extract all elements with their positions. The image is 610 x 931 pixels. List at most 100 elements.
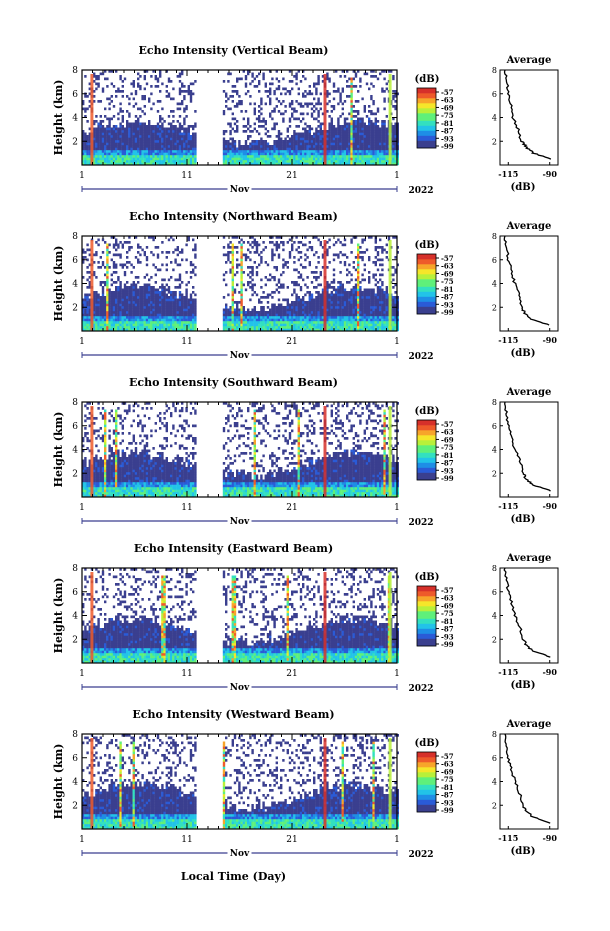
echo-streak [388,738,392,829]
colorbar-swatch [417,797,436,800]
colorbar-swatch [417,294,436,297]
colorbar-swatch [417,445,436,448]
avg-y-tick-label: 4 [492,114,497,123]
x-tick-label: 11 [181,171,192,181]
colorbar-swatch [417,784,436,788]
colorbar-tick-label: -87 [441,459,454,468]
colorbar-swatch [417,807,436,810]
colorbar-swatch [417,764,436,768]
colorbar-tick-label: -57 [441,752,454,761]
colorbar-swatch [417,143,436,146]
colorbar-swatch [417,450,436,453]
colorbar-swatch [417,628,436,632]
x-tick-label: 1 [394,503,400,513]
heatmap [82,70,399,166]
colorbar-unit: (dB) [415,572,440,583]
colorbar-swatch [417,140,436,144]
colorbar-swatch [417,128,436,131]
avg-y-tick-label: 8 [492,398,497,407]
y-axis-label: Height (km) [52,744,65,820]
colorbar-swatch [417,120,436,124]
avg-y-tick-label: 8 [492,730,497,739]
colorbar-tick-label: -93 [441,798,454,807]
colorbar-swatch [417,777,436,780]
colorbar-swatch [417,596,436,599]
panel-title: Echo Intensity (Northward Beam) [129,210,338,223]
x-tick-label: 1 [79,171,85,181]
colorbar-swatch [417,259,436,262]
colorbar-swatch [417,145,436,149]
colorbar-swatch [417,779,436,783]
colorbar-swatch [417,93,436,96]
avg-y-tick-label: 8 [492,66,497,75]
month-label: Nov [230,517,250,527]
colorbar-swatch [417,611,436,614]
month-label: Nov [230,185,250,195]
y-tick-label: 6 [72,256,78,266]
colorbar-unit: (dB) [415,738,440,749]
panel-4: Echo Intensity (Westward Beam) 2 4 6 8 Height… [52,708,559,860]
colorbar-swatch [417,472,436,476]
colorbar-swatch [417,256,436,260]
colorbar-tick-label: -63 [441,96,454,105]
avg-profile-line [503,69,552,160]
avg-y-tick-label: 8 [492,564,497,573]
colorbar-unit: (dB) [415,74,440,85]
x-tick-label: 1 [79,503,85,513]
y-axis-label: Height (km) [52,578,65,654]
colorbar-tick-label: -93 [441,466,454,475]
colorbar-swatch [417,90,436,94]
colorbar-swatch [417,304,436,307]
colorbar-swatch [417,306,436,310]
avg-y-tick-label: 4 [492,446,497,455]
x-tick-label: 21 [286,669,297,679]
avg-y-tick-label: 2 [492,469,497,478]
avg-frame [499,401,559,498]
colorbar-swatch [417,299,436,302]
colorbar-swatch [417,759,436,763]
avg-x-tick-label: -90 [542,501,557,511]
colorbar-swatch [417,125,436,129]
colorbar-tick-label: -57 [441,254,454,263]
avg-title: Average [506,55,552,66]
avg-profile-line [504,401,551,492]
colorbar-swatch [417,95,436,99]
colorbar-tick-label: -75 [441,775,454,784]
colorbar-swatch [417,309,436,312]
y-tick-label: 8 [72,66,78,76]
colorbar-tick-label: -57 [441,420,454,429]
colorbar-swatch [417,621,436,624]
colorbar-swatch [417,787,436,790]
colorbar-swatch [417,430,436,433]
colorbar-swatch [417,286,436,290]
colorbar-tick-label: -63 [441,594,454,603]
colorbar-swatch [417,606,436,609]
colorbar-swatch [417,113,436,116]
avg-x-label: (dB) [511,514,536,525]
x-tick-label: 1 [394,669,400,679]
colorbar-swatch [417,762,436,765]
colorbar-swatch [417,799,436,803]
year-label: 2022 [408,186,433,196]
colorbar-tick-label: -57 [441,586,454,595]
avg-x-tick-label: -90 [542,667,557,677]
colorbar-tick-label: -99 [441,474,454,483]
y-tick-label: 6 [72,90,78,100]
colorbar-tick-label: -69 [441,103,454,112]
panel-2: Echo Intensity (Southward Beam) 2 4 6 8 Heigh… [52,376,559,528]
panel-title: Echo Intensity (Westward Beam) [132,708,334,721]
colorbar-swatch [417,475,436,478]
heatmap [82,734,399,830]
panel-title: Echo Intensity (Southward Beam) [129,376,338,389]
colorbar-swatch [417,643,436,647]
echo-streak [323,738,327,829]
echo-streak [388,406,392,497]
colorbar-swatch [417,110,436,114]
year-label: 2022 [408,352,433,362]
colorbar-swatch [417,769,436,773]
colorbar-swatch [417,289,436,292]
year-label: 2022 [408,684,433,694]
colorbar-swatch [417,613,436,617]
colorbar-swatch [417,100,436,104]
y-tick-label: 8 [72,564,78,574]
